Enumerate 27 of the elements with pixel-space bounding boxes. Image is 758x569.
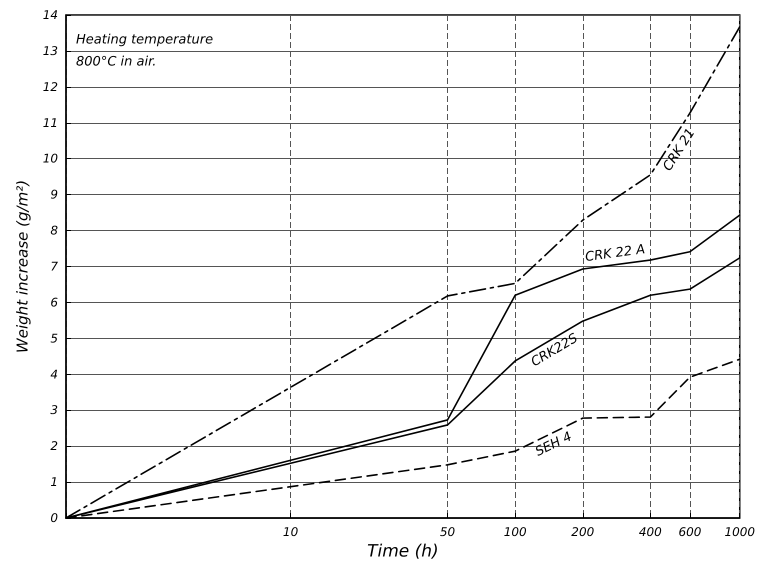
y-tick-label: 4 [50, 367, 58, 382]
x-axis-title: Time (h) [367, 541, 439, 562]
y-tick-label: 13 [42, 44, 58, 58]
x-tick-label: 200 [571, 525, 595, 539]
x-tick-label: 1000 [724, 525, 756, 539]
text: SEH 4 [533, 429, 574, 460]
y-tick-label: 6 [50, 295, 58, 310]
y-tick-label: 9 [50, 188, 58, 202]
y-tick-label: 11 [42, 116, 58, 130]
y-tick-label: 10 [42, 152, 58, 166]
y-tick-label: 2 [50, 439, 58, 454]
y-tick-label: 5 [50, 331, 58, 346]
x-tick-label: 600 [678, 525, 702, 539]
text: CRK 22 A [584, 242, 646, 266]
x-tick-label: 100 [504, 525, 527, 539]
y-tick-label: 0 [50, 511, 58, 525]
y-tick-label: 14 [42, 8, 58, 22]
annotation: Heating temperature 800°C in air. [76, 32, 218, 70]
y-tick-label: 3 [50, 403, 58, 418]
y-axis-title: Weight increase (g/m²) [14, 180, 32, 354]
y-tick-label: 1 [50, 475, 58, 490]
x-tick-label: 10 [282, 525, 299, 539]
y-tick-label: 12 [42, 80, 58, 94]
x-tick-label: 400 [638, 525, 662, 539]
y-tick-label: 7 [50, 260, 58, 274]
y-tick-label: 8 [50, 224, 58, 238]
x-tick-label: 50 [440, 525, 456, 539]
